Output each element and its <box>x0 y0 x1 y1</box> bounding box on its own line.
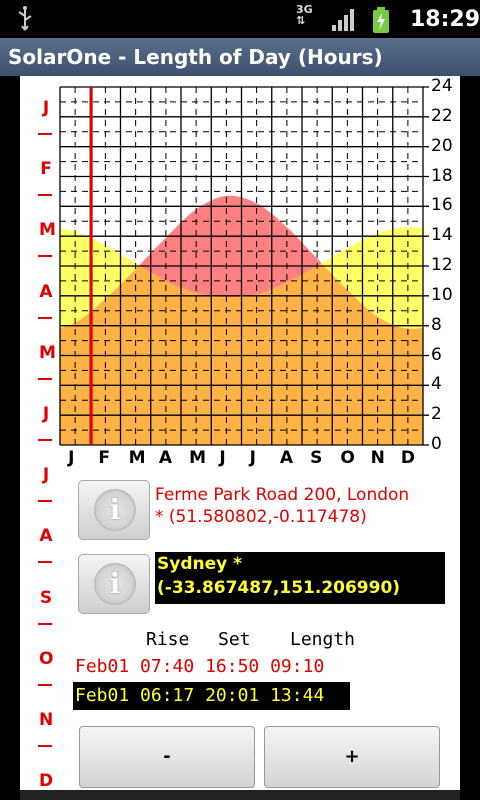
x-tick-label: A <box>158 448 173 468</box>
x-tick-label: J <box>249 448 256 468</box>
header-rise: Rise <box>146 629 190 650</box>
info-icon: i <box>94 489 136 531</box>
side-month-tick <box>38 316 52 319</box>
side-month-scale: J F M A M J J A S O N D <box>20 76 70 800</box>
side-month-label: J <box>42 404 50 424</box>
side-month-tick <box>38 194 52 197</box>
x-tick-label: N <box>370 448 385 468</box>
side-month-label: N <box>39 710 54 730</box>
y-tick-label: 18 <box>431 165 453 186</box>
y-tick-label: 6 <box>431 344 442 365</box>
side-month-tick <box>38 745 52 747</box>
window-title: SolarOne - Length of Day (Hours) <box>0 38 480 76</box>
side-month-label: A <box>39 526 53 547</box>
location1-text: Ferme Park Road 200, London * (51.580802… <box>155 484 455 528</box>
side-month-tick <box>38 439 52 441</box>
clock: 18:29 <box>410 7 480 32</box>
side-month-label: A <box>39 281 53 302</box>
y-tick-label: 14 <box>431 225 453 246</box>
row2-set: 20:01 <box>205 685 260 706</box>
header-set: Set <box>218 629 251 650</box>
plus-button[interactable]: + <box>264 726 440 788</box>
y-tick-label: 2 <box>431 404 442 425</box>
side-month-label: J <box>42 98 50 118</box>
x-tick-label: F <box>98 448 110 468</box>
location2-info-button[interactable]: i <box>78 554 150 614</box>
row2-rise: 06:17 <box>140 685 195 706</box>
bottom-edge <box>20 790 460 800</box>
battery-charging-icon <box>373 7 389 33</box>
x-tick-label: S <box>310 448 323 468</box>
network-type-label: 3G ⇅ <box>296 3 313 27</box>
side-month-label: J <box>42 465 50 486</box>
row1-set: 16:50 <box>205 656 260 677</box>
location2-text: Sydney * (-33.867487,151.206990) <box>155 552 445 604</box>
location1-info-button[interactable]: i <box>78 480 150 540</box>
x-tick-label: O <box>340 448 355 468</box>
row1-length: 09:10 <box>270 656 325 677</box>
x-tick-label: M <box>189 448 207 468</box>
y-tick-label: 4 <box>431 374 442 395</box>
side-month-tick <box>38 561 52 564</box>
side-month-label: M <box>39 220 56 241</box>
table-row-location1: Feb01 07:40 16:50 09:10 <box>75 656 324 677</box>
location1-name: Ferme Park Road 200, London <box>155 485 410 505</box>
x-tick-label: A <box>279 448 294 468</box>
side-month-label: D <box>39 771 54 792</box>
table-row-location2: Feb01 06:17 20:01 13:44 <box>73 682 350 710</box>
side-month-tick <box>38 377 52 380</box>
x-tick-label: J <box>68 448 75 468</box>
x-tick-label: M <box>128 448 146 468</box>
side-month-label: M <box>39 342 56 363</box>
location1-coords: * (51.580802,-0.117478) <box>155 507 367 527</box>
y-tick-label: 24 <box>431 76 453 96</box>
info-icon: i <box>94 563 136 605</box>
y-tick-label: 12 <box>431 255 453 275</box>
side-month-tick <box>38 683 52 686</box>
location2-coords: (-33.867487,151.206990) <box>157 578 401 598</box>
row1-rise: 07:40 <box>140 656 195 677</box>
day-length-chart <box>59 86 429 446</box>
header-length: Length <box>290 629 356 650</box>
status-bar: 3G ⇅ 18:29 <box>0 0 480 38</box>
y-tick-label: 20 <box>431 135 453 156</box>
signal-strength-icon <box>332 9 354 31</box>
side-month-label: F <box>40 159 52 180</box>
usb-icon <box>18 6 32 31</box>
y-tick-label: 16 <box>431 195 453 216</box>
row2-length: 13:44 <box>270 685 325 706</box>
data-arrows-icon: ⇅ <box>296 14 306 27</box>
y-tick-label: 8 <box>431 314 442 335</box>
row1-date: Feb01 <box>75 656 130 677</box>
side-month-tick <box>38 255 52 258</box>
y-tick-label: 0 <box>431 434 442 454</box>
side-month-tick <box>38 622 52 625</box>
minus-button[interactable]: - <box>79 726 255 788</box>
side-month-label: S <box>39 587 53 608</box>
y-tick-label: 10 <box>431 284 453 305</box>
x-tick-label: D <box>400 448 415 468</box>
side-month-label: O <box>39 648 54 669</box>
y-tick-label: 22 <box>431 105 453 126</box>
x-tick-label: J <box>219 448 226 468</box>
location2-name: Sydney * <box>157 554 243 574</box>
row2-date: Feb01 <box>75 685 130 706</box>
side-month-tick <box>38 133 52 135</box>
side-month-tick <box>38 500 52 503</box>
